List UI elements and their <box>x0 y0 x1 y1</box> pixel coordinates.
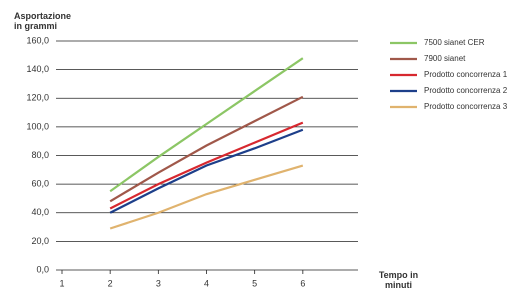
x-tick-label: 3 <box>156 278 161 288</box>
legend-label: Prodotto concorrenza 1 <box>424 70 508 79</box>
x-tick-label: 5 <box>252 278 257 288</box>
legend-label: 7500 sianet CER <box>424 38 485 47</box>
line-series <box>109 164 304 230</box>
x-tick-label: 1 <box>59 278 64 288</box>
y-tick-label: 60,0 <box>31 179 49 189</box>
y-tick-label: 20,0 <box>31 236 49 246</box>
y-tick-label: 140,0 <box>26 64 49 74</box>
line-series <box>109 57 304 193</box>
legend-label: Prodotto concorrenza 2 <box>424 86 508 95</box>
y-tick-label: 100,0 <box>26 121 49 131</box>
y-tick-label: 160,0 <box>26 35 49 45</box>
legend-label: Prodotto concorrenza 3 <box>424 102 508 111</box>
y-tick-label: 0,0 <box>36 264 49 274</box>
x-tick-label: 6 <box>300 278 305 288</box>
y-tick-label: 80,0 <box>31 150 49 160</box>
y-tick-label: 40,0 <box>31 207 49 217</box>
x-tick-label: 2 <box>108 278 113 288</box>
line-series <box>109 128 304 214</box>
y-tick-label: 120,0 <box>26 93 49 103</box>
line-series <box>109 95 304 203</box>
legend-label: 7900 sianet <box>424 54 466 63</box>
line-series <box>109 121 304 210</box>
y-axis-title: Asportazione in grammi <box>14 11 72 31</box>
x-tick-label: 4 <box>204 278 209 288</box>
x-axis-title: Tempo in minuti <box>378 270 419 290</box>
